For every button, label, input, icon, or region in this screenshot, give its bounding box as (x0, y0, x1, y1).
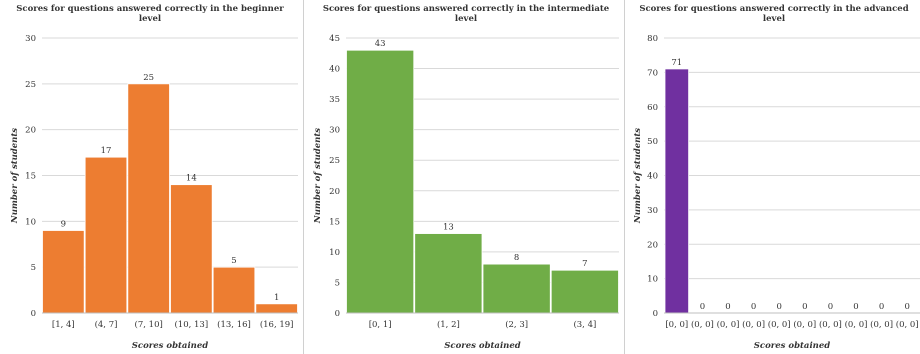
bar (482, 263, 551, 314)
x-tick-label: (0, 0] (691, 319, 714, 330)
y-tick-label: 10 (329, 248, 340, 258)
data-label: 5 (231, 256, 236, 266)
y-tick-label: 10 (647, 275, 658, 285)
y-tick-label: 25 (329, 156, 340, 166)
chart-title: Scores for questions answered correctly … (323, 4, 610, 14)
y-tick-label: 30 (25, 34, 36, 44)
x-tick-label: (13, 16] (217, 319, 251, 330)
x-tick-label: (4, 7] (95, 319, 118, 330)
y-tick-label: 0 (653, 309, 658, 319)
bar (170, 184, 213, 314)
y-tick-label: 30 (647, 206, 658, 216)
y-tick-label: 80 (647, 34, 658, 44)
y-tick-label: 35 (329, 95, 340, 105)
panel-divider (624, 0, 625, 354)
bar (127, 83, 170, 314)
x-tick-label: (0, 0] (717, 319, 740, 330)
y-tick-label: 45 (329, 34, 340, 44)
chart-beginner: Scores for questions answered correctly … (10, 4, 298, 351)
x-tick-label: (0, 0] (742, 319, 765, 330)
x-tick-label: (0, 0] (870, 319, 893, 330)
chart-title-line-2: level (455, 14, 478, 24)
x-tick-label: (7, 10] (135, 319, 163, 330)
data-label: 71 (671, 58, 682, 68)
chart-title: Scores for questions answered correctly … (639, 4, 908, 14)
data-label: 0 (776, 302, 781, 312)
y-tick-label: 0 (31, 309, 36, 319)
y-tick-label: 20 (329, 187, 340, 197)
bar (550, 269, 619, 314)
y-axis-label: Number of students (10, 128, 20, 224)
data-label: 7 (582, 259, 587, 269)
y-tick-label: 25 (25, 80, 36, 90)
x-tick-label: (10, 13] (174, 319, 208, 330)
x-axis-label: Scores obtained (132, 341, 208, 351)
chart-panel-beginner: Scores for questions answered correctly … (0, 0, 300, 354)
x-tick-label: (0, 0] (819, 319, 842, 330)
x-tick-label: (1, 2] (437, 319, 460, 330)
y-tick-label: 20 (25, 126, 36, 136)
x-tick-label: [0, 1] (369, 320, 392, 330)
bar (255, 303, 298, 314)
y-tick-label: 10 (25, 217, 36, 227)
chart-panel-advanced: Scores for questions answered correctly … (627, 0, 920, 354)
chart-intermediate: Scores for questions answered correctly … (313, 4, 619, 351)
chart-advanced: Scores for questions answered correctly … (633, 4, 920, 351)
x-axis-label: Scores obtained (444, 341, 520, 351)
data-label: 0 (751, 302, 756, 312)
data-label: 0 (853, 302, 858, 312)
data-label: 0 (904, 302, 909, 312)
data-label: 43 (375, 39, 386, 49)
bar (212, 266, 256, 314)
data-label: 25 (143, 73, 154, 83)
x-tick-label: [1, 4] (52, 320, 75, 330)
x-tick-label: (2, 3] (505, 319, 528, 330)
y-tick-label: 20 (647, 240, 658, 250)
y-tick-label: 0 (335, 309, 340, 319)
y-tick-label: 5 (335, 278, 340, 288)
y-axis-label: Number of students (633, 128, 643, 224)
y-axis-label: Number of students (313, 128, 323, 224)
y-tick-label: 50 (647, 137, 658, 147)
x-tick-label: (3, 4] (573, 319, 596, 330)
x-tick-label: (0, 0] (896, 319, 919, 330)
data-label: 0 (802, 302, 807, 312)
data-label: 1 (274, 293, 279, 303)
data-label: 13 (443, 223, 454, 233)
data-label: 8 (514, 253, 519, 263)
y-tick-label: 5 (31, 263, 36, 273)
y-tick-label: 40 (329, 65, 340, 75)
bar (84, 156, 128, 314)
x-tick-label: (0, 0] (793, 319, 816, 330)
bar (42, 230, 85, 314)
data-label: 17 (101, 146, 112, 156)
y-tick-label: 40 (647, 172, 658, 182)
y-tick-label: 15 (25, 172, 36, 182)
y-tick-label: 60 (647, 103, 658, 113)
data-label: 0 (700, 302, 705, 312)
y-tick-label: 15 (329, 217, 340, 227)
bar (414, 233, 483, 314)
panel-divider (303, 0, 304, 354)
data-label: 9 (61, 220, 66, 230)
data-label: 14 (186, 174, 197, 184)
x-tick-label: (0, 0] (768, 319, 791, 330)
chart-title-line-2: level (139, 14, 162, 24)
bar (346, 49, 415, 314)
chart-panel-intermediate: Scores for questions answered correctly … (306, 0, 620, 354)
chart-title: Scores for questions answered correctly … (16, 4, 284, 14)
x-tick-label: (16, 19] (260, 319, 294, 330)
data-label: 0 (725, 302, 730, 312)
bar (664, 68, 690, 314)
x-tick-label: (0, 0] (845, 319, 868, 330)
chart-title-line-2: level (763, 14, 786, 24)
y-tick-label: 30 (329, 126, 340, 136)
data-label: 0 (879, 302, 884, 312)
data-label: 0 (828, 302, 833, 312)
x-tick-label: [0, 0] (665, 320, 688, 330)
y-tick-label: 70 (647, 68, 658, 78)
x-axis-label: Scores obtained (754, 341, 830, 351)
